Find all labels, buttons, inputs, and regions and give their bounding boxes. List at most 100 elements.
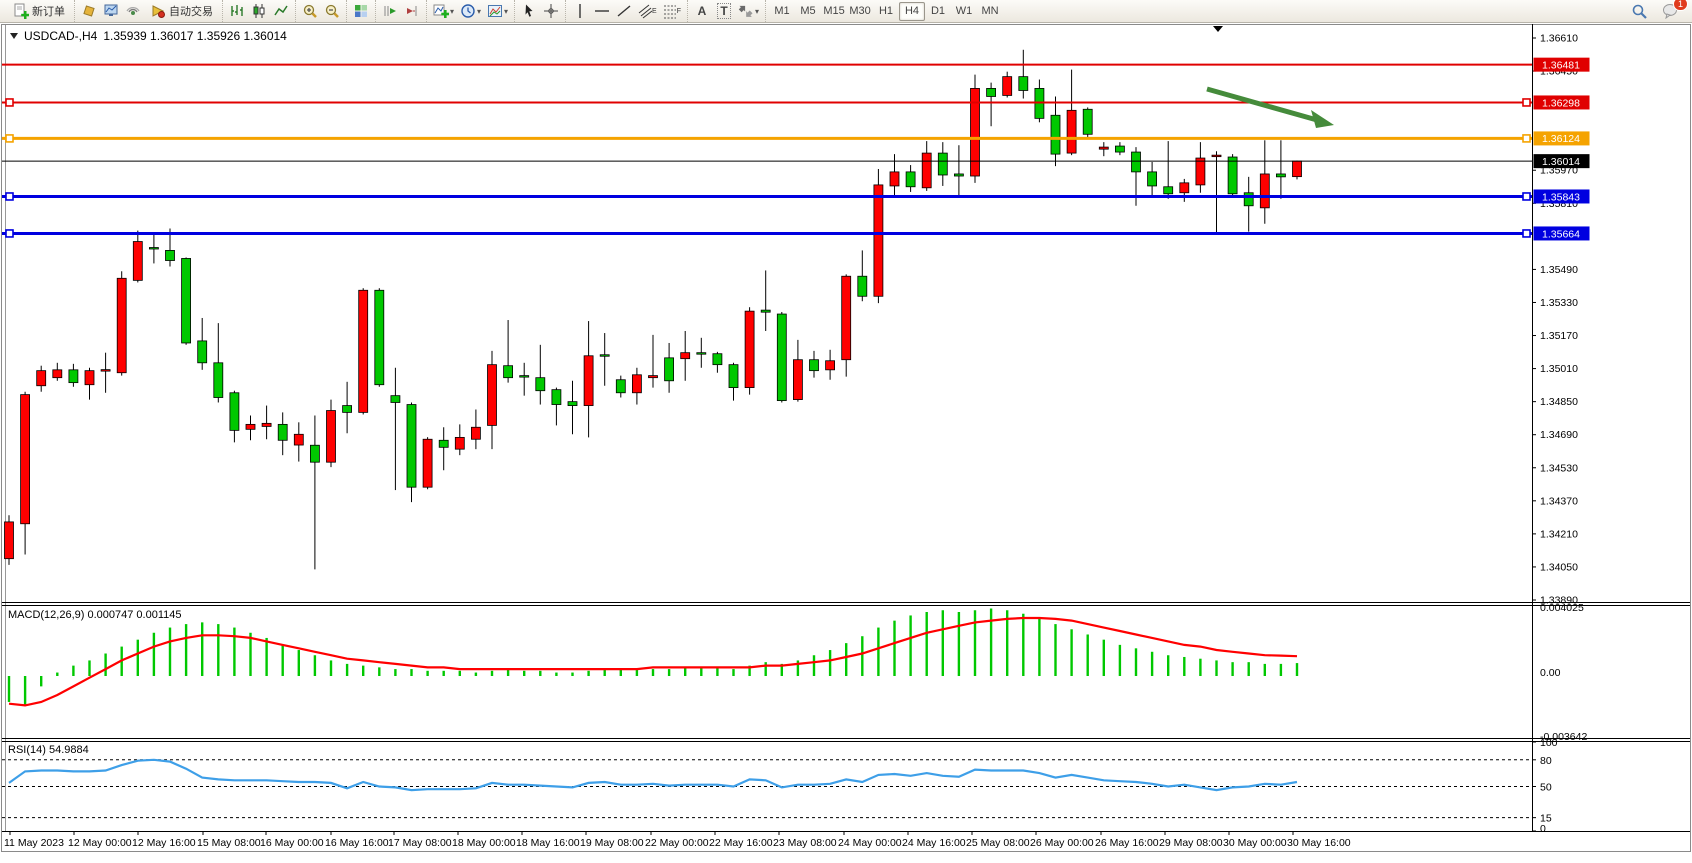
periods-button[interactable]: ▾ — [457, 1, 484, 21]
candle — [873, 168, 884, 304]
candle — [825, 349, 835, 380]
candle — [1082, 107, 1093, 140]
scroll-marker-icon[interactable] — [1213, 26, 1223, 32]
line-handle[interactable] — [5, 192, 14, 201]
price-badge-label: 1.36298 — [1542, 97, 1580, 109]
time-axis-label: 29 May 08:00 — [1159, 837, 1223, 849]
chevron-down-icon: ▾ — [504, 6, 509, 16]
timeframe-button-h4[interactable]: H4 — [899, 1, 926, 21]
macd-values: 0.000747 0.001145 — [87, 609, 182, 621]
chevron-down-icon: ▾ — [755, 6, 760, 16]
candle — [132, 230, 143, 283]
price-badge — [1533, 189, 1590, 204]
new-order-label: 新订单 — [32, 6, 65, 18]
candle — [438, 427, 449, 471]
candle — [986, 82, 996, 127]
candle — [712, 351, 723, 373]
trendline-button[interactable] — [613, 1, 635, 21]
new-order-icon — [13, 3, 29, 19]
timeframe-button-mn[interactable]: MN — [981, 5, 999, 17]
template-icon — [487, 3, 503, 19]
time-axis-label: 16 May 00:00 — [260, 837, 324, 849]
rsi-axis-label: 0 — [1540, 823, 1546, 835]
autotrading-button[interactable]: 自动交易 — [144, 1, 219, 21]
candle — [680, 330, 691, 381]
candle — [760, 270, 771, 331]
line-handle[interactable] — [5, 229, 14, 238]
candle — [1292, 160, 1302, 180]
editor-button[interactable] — [78, 1, 100, 21]
price-tick-label: 1.34690 — [1540, 429, 1578, 441]
candle — [1243, 176, 1254, 232]
chart-canvas[interactable]: 1.366101.364501.359701.358101.354901.353… — [0, 24, 1692, 852]
line-handle[interactable] — [1522, 192, 1531, 201]
candle — [20, 391, 31, 555]
candlestick-icon — [251, 3, 267, 19]
candle — [470, 409, 481, 450]
bar-chart-button[interactable] — [226, 1, 248, 21]
candle — [358, 288, 369, 415]
indicators-button[interactable]: ▾ — [430, 1, 457, 21]
candle — [406, 402, 417, 503]
price-tick-label: 1.34850 — [1540, 396, 1578, 408]
line-handle[interactable] — [1522, 98, 1531, 107]
price-tick-label: 1.34210 — [1540, 528, 1578, 540]
trend-arrow[interactable] — [1206, 86, 1318, 123]
title-dropdown-icon[interactable] — [10, 33, 18, 39]
time-axis-label: 30 May 16:00 — [1287, 837, 1351, 849]
chart-shift-button[interactable] — [401, 1, 423, 21]
timeframe-button-m1[interactable]: M1 — [774, 5, 790, 17]
templates-button[interactable]: ▾ — [484, 1, 511, 21]
trendline-icon — [616, 3, 632, 19]
tile-windows-button[interactable] — [350, 1, 372, 21]
timeframe-button-w1[interactable]: W1 — [955, 5, 973, 17]
timeframe-button-d1[interactable]: D1 — [930, 5, 946, 17]
notifications-button[interactable]: 1 — [1659, 0, 1688, 21]
line-chart-button[interactable] — [270, 1, 292, 21]
indicators-icon — [433, 3, 449, 19]
text-label-button[interactable]: T — [713, 1, 735, 21]
timeframe-button-m5[interactable]: M5 — [800, 5, 816, 17]
rsi-axis-label: 100 — [1540, 737, 1558, 749]
horizontal-line-button[interactable] — [591, 1, 613, 21]
ohlc-values: 1.35939 1.36017 1.35926 1.36014 — [103, 29, 287, 43]
candle — [776, 311, 787, 403]
search-button[interactable] — [1628, 1, 1651, 21]
crosshair-button[interactable] — [540, 1, 562, 21]
zoom-in-button[interactable] — [299, 1, 321, 21]
channel-icon — [638, 3, 653, 19]
fibonacci-button[interactable]: F — [660, 1, 684, 21]
zoom-out-button[interactable] — [321, 1, 343, 21]
candle — [1098, 142, 1109, 157]
price-tick-label: 1.34530 — [1540, 462, 1578, 474]
line-handle[interactable] — [5, 98, 14, 107]
timeframe-button-m15[interactable]: M15 — [823, 5, 845, 17]
chart-frame — [1, 24, 1691, 852]
signals-button[interactable] — [122, 1, 144, 21]
candle — [793, 339, 803, 402]
new-order-button[interactable]: 新订单 — [7, 1, 71, 21]
price-tick-label: 1.34050 — [1540, 561, 1578, 573]
candlestick-button[interactable] — [248, 1, 270, 21]
price-badge — [1533, 226, 1590, 241]
cursor-button[interactable] — [518, 1, 540, 21]
channel-button[interactable]: E — [635, 1, 660, 21]
time-axis-label: 30 May 00:00 — [1223, 837, 1287, 849]
time-axis-label: 19 May 08:00 — [580, 837, 644, 849]
tile-windows-icon — [353, 3, 369, 19]
auto-scroll-button[interactable] — [379, 1, 401, 21]
time-axis-label: 12 May 16:00 — [132, 837, 196, 849]
text-tool-button[interactable]: A — [697, 4, 707, 18]
price-badge-label: 1.36481 — [1542, 59, 1580, 71]
price-tick-label: 1.35330 — [1540, 297, 1578, 309]
line-handle[interactable] — [1522, 134, 1531, 143]
line-handle[interactable] — [5, 134, 14, 143]
market-watch-button[interactable] — [100, 1, 122, 21]
price-tick-label: 1.35170 — [1540, 330, 1578, 342]
timeframe-button-m30[interactable]: M30 — [849, 5, 871, 17]
arrows-tool-button[interactable]: ▾ — [735, 1, 762, 21]
price-badge — [1533, 131, 1590, 146]
line-handle[interactable] — [1522, 229, 1531, 238]
timeframe-button-h1[interactable]: H1 — [878, 5, 894, 17]
vertical-line-button[interactable] — [569, 1, 591, 21]
